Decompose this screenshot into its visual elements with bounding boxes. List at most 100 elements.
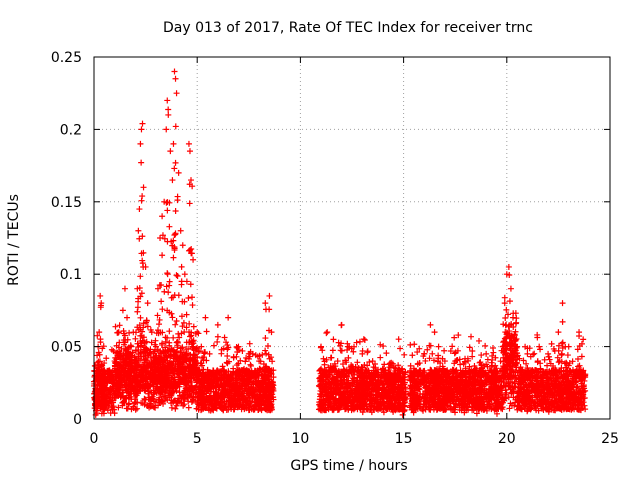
data-point <box>233 362 240 369</box>
data-points <box>91 68 589 418</box>
data-point <box>170 347 177 354</box>
data-point <box>248 383 255 390</box>
data-point <box>224 352 231 359</box>
data-point <box>411 341 418 348</box>
data-point <box>178 399 185 406</box>
data-point <box>241 406 248 413</box>
data-point <box>363 395 370 402</box>
data-point <box>241 399 248 406</box>
data-point <box>564 352 571 359</box>
data-point <box>103 397 110 404</box>
data-point <box>177 348 184 355</box>
data-point <box>132 357 139 364</box>
data-point <box>192 345 199 352</box>
data-point <box>384 375 391 382</box>
data-point <box>536 343 543 350</box>
data-point <box>134 405 141 412</box>
data-point <box>353 339 360 346</box>
data-point <box>112 323 119 330</box>
data-point <box>200 383 207 390</box>
data-point <box>416 345 423 352</box>
data-point <box>178 313 185 320</box>
data-point <box>379 393 386 400</box>
data-point <box>204 370 211 377</box>
data-point <box>152 368 159 375</box>
data-point <box>351 343 358 350</box>
data-point <box>255 373 262 380</box>
data-point <box>115 329 122 336</box>
data-point <box>400 406 407 413</box>
data-point <box>324 395 331 402</box>
data-point <box>336 385 343 392</box>
data-point <box>451 334 458 341</box>
data-point <box>468 333 475 340</box>
data-point <box>353 403 360 410</box>
data-point <box>202 399 209 406</box>
data-point <box>236 392 243 399</box>
data-point <box>222 402 229 409</box>
data-point <box>334 377 341 384</box>
data-point <box>210 388 217 395</box>
data-point <box>328 354 335 361</box>
data-point <box>356 338 363 345</box>
data-point <box>109 377 116 384</box>
data-point <box>186 320 193 327</box>
data-point <box>377 373 384 380</box>
data-point <box>222 388 229 395</box>
data-point <box>352 394 359 401</box>
data-point <box>210 382 217 389</box>
data-point <box>347 364 354 371</box>
data-point <box>229 385 236 392</box>
data-point <box>172 405 179 412</box>
data-point <box>220 366 227 373</box>
data-point <box>116 377 123 384</box>
data-point <box>264 403 271 410</box>
data-point <box>241 368 248 375</box>
data-point <box>399 385 406 392</box>
data-point <box>395 362 402 369</box>
data-point <box>262 347 269 354</box>
data-point <box>142 396 149 403</box>
data-point <box>108 346 115 353</box>
data-point <box>342 357 349 364</box>
data-point <box>218 350 225 357</box>
data-point <box>243 354 250 361</box>
data-point <box>100 343 107 350</box>
data-point <box>392 404 399 411</box>
data-point <box>387 364 394 371</box>
data-point <box>245 381 252 388</box>
data-point <box>230 406 237 413</box>
data-point <box>350 348 357 355</box>
data-point <box>168 378 175 385</box>
data-point <box>180 402 187 409</box>
data-point <box>104 407 111 414</box>
data-point <box>386 361 393 368</box>
data-point <box>164 363 171 370</box>
data-point <box>395 393 402 400</box>
data-point <box>173 402 180 409</box>
data-point <box>409 352 416 359</box>
data-point <box>154 384 161 391</box>
data-point <box>354 378 361 385</box>
data-point <box>239 403 246 410</box>
data-point <box>374 403 381 410</box>
data-point <box>233 353 240 360</box>
data-point <box>334 358 341 365</box>
data-point <box>134 340 141 347</box>
data-point <box>380 343 387 350</box>
data-point <box>196 383 203 390</box>
data-point <box>360 336 367 343</box>
data-point <box>375 369 382 376</box>
data-point <box>331 360 338 367</box>
data-point <box>317 367 324 374</box>
data-point <box>387 360 394 367</box>
data-point <box>247 389 254 396</box>
data-point <box>245 355 252 362</box>
data-point <box>252 352 259 359</box>
data-point <box>397 370 404 377</box>
data-point <box>94 332 101 339</box>
data-point <box>123 369 130 376</box>
data-point <box>220 383 227 390</box>
data-point <box>126 329 133 336</box>
